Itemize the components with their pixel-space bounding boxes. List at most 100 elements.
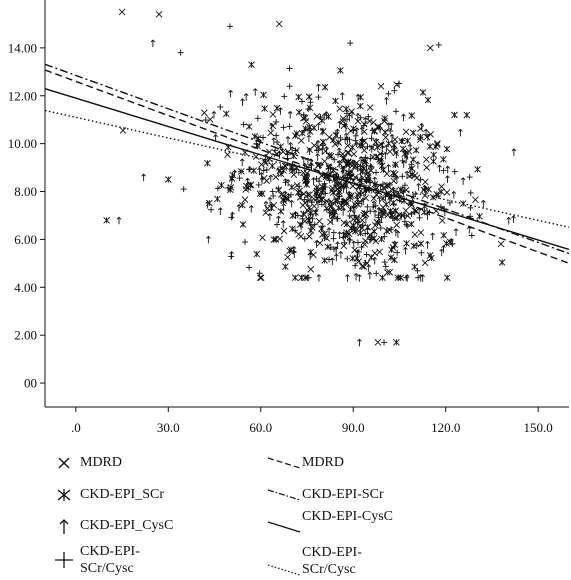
legend-item-ckd-epi-cysc-fit: CKD-EPI-CysC bbox=[266, 508, 393, 536]
scatter-point bbox=[313, 208, 319, 217]
scatter-point bbox=[357, 274, 362, 282]
scatter-point bbox=[337, 231, 342, 239]
scatter-point bbox=[372, 176, 378, 185]
scatter-point bbox=[240, 98, 245, 106]
solid-line-icon bbox=[267, 521, 301, 533]
scatter-point bbox=[277, 143, 284, 150]
scatter-point bbox=[319, 142, 326, 149]
scatter-point bbox=[387, 127, 394, 134]
scatter-point bbox=[355, 248, 362, 255]
scatter-point bbox=[511, 148, 517, 156]
scatter-point bbox=[304, 171, 310, 180]
scatter-point bbox=[404, 170, 410, 179]
scatter-point bbox=[417, 133, 424, 141]
y-tick-label: 12.00 bbox=[8, 88, 37, 103]
legend: MDRD CKD-EPI_SCr CKD-EPI_CysC CKD-EPI- S… bbox=[0, 446, 571, 580]
scatter-point bbox=[445, 175, 450, 183]
scatter-point bbox=[357, 190, 364, 197]
scatter-point bbox=[351, 226, 358, 233]
scatter-point bbox=[253, 141, 260, 148]
scatter-point bbox=[451, 190, 457, 199]
scatter-point bbox=[177, 49, 184, 56]
scatter-point bbox=[296, 183, 303, 190]
scatter-point bbox=[360, 122, 367, 129]
scatter-point bbox=[382, 263, 389, 270]
scatter-point bbox=[119, 127, 127, 134]
scatter-point bbox=[289, 146, 295, 154]
scatter-point bbox=[248, 61, 255, 68]
scatter-point bbox=[301, 114, 309, 121]
scatter-point bbox=[354, 195, 361, 203]
scatter-point bbox=[451, 111, 458, 119]
scatter-point bbox=[391, 173, 398, 180]
scatter-point bbox=[386, 164, 391, 172]
scatter-point bbox=[326, 227, 332, 235]
scatter-point bbox=[320, 185, 325, 194]
scatter-point bbox=[252, 88, 258, 96]
scatter-point bbox=[362, 210, 370, 218]
legend-label: CKD-EPI_CysC bbox=[80, 518, 174, 533]
scatter-point bbox=[394, 249, 401, 256]
scatter-point bbox=[277, 151, 282, 159]
scatter-point bbox=[398, 137, 405, 145]
scatter-point bbox=[361, 209, 368, 217]
scatter-point bbox=[337, 134, 344, 141]
scatter-point bbox=[278, 191, 285, 198]
scatter-point bbox=[272, 236, 280, 243]
scatter-point bbox=[227, 184, 235, 191]
scatter-point bbox=[271, 137, 277, 145]
scatter-point bbox=[356, 102, 364, 110]
scatter-point bbox=[228, 253, 235, 260]
scatter-point bbox=[372, 256, 378, 265]
scatter-point bbox=[347, 113, 352, 122]
scatter-point bbox=[432, 143, 440, 150]
scatter-point bbox=[337, 120, 342, 129]
scatter-point bbox=[307, 252, 313, 261]
scatter-point bbox=[330, 235, 337, 242]
scatter-point bbox=[268, 174, 274, 183]
scatter-point bbox=[382, 151, 388, 160]
scatter-point bbox=[316, 122, 321, 131]
scatter-point bbox=[340, 234, 347, 241]
scatter-point bbox=[273, 118, 280, 125]
scatter-point bbox=[306, 219, 313, 226]
scatter-point bbox=[299, 215, 306, 222]
scatter-point bbox=[404, 152, 410, 160]
scatter-point bbox=[307, 126, 313, 135]
scatter-point bbox=[319, 147, 325, 155]
scatter-point bbox=[316, 192, 324, 200]
scatter-point bbox=[245, 177, 250, 186]
scatter-point bbox=[323, 206, 330, 213]
scatter-point bbox=[325, 165, 332, 172]
scatter-point bbox=[354, 127, 360, 135]
scatter-point bbox=[155, 11, 163, 18]
scatter-point bbox=[341, 239, 348, 246]
scatter-point bbox=[330, 229, 337, 236]
scatter-point bbox=[384, 96, 389, 105]
scatter-point bbox=[316, 83, 321, 92]
scatter-point bbox=[326, 177, 333, 184]
fit-line bbox=[44, 109, 570, 228]
scatter-point bbox=[497, 240, 505, 248]
plus-marker-icon bbox=[55, 552, 73, 568]
scatter-point bbox=[369, 127, 376, 134]
scatter-point bbox=[426, 143, 434, 150]
scatter-point bbox=[326, 256, 333, 263]
scatter-point bbox=[315, 217, 323, 225]
scatter-point bbox=[476, 212, 483, 220]
scatter-point bbox=[418, 274, 424, 282]
scatter-point bbox=[254, 115, 261, 122]
scatter-point bbox=[290, 171, 298, 178]
scatter-point bbox=[463, 111, 471, 119]
scatter-point bbox=[238, 201, 246, 209]
y-tick-label: 4.00 bbox=[14, 280, 37, 295]
scatter-point bbox=[416, 214, 423, 221]
scatter-point bbox=[248, 205, 254, 213]
y-tick-label: 00 bbox=[24, 376, 37, 391]
scatter-point bbox=[401, 113, 406, 122]
scatter-point bbox=[256, 270, 263, 277]
x-tick-label: .0 bbox=[71, 420, 81, 435]
scatter-point bbox=[276, 215, 281, 224]
scatter-point bbox=[246, 166, 253, 173]
